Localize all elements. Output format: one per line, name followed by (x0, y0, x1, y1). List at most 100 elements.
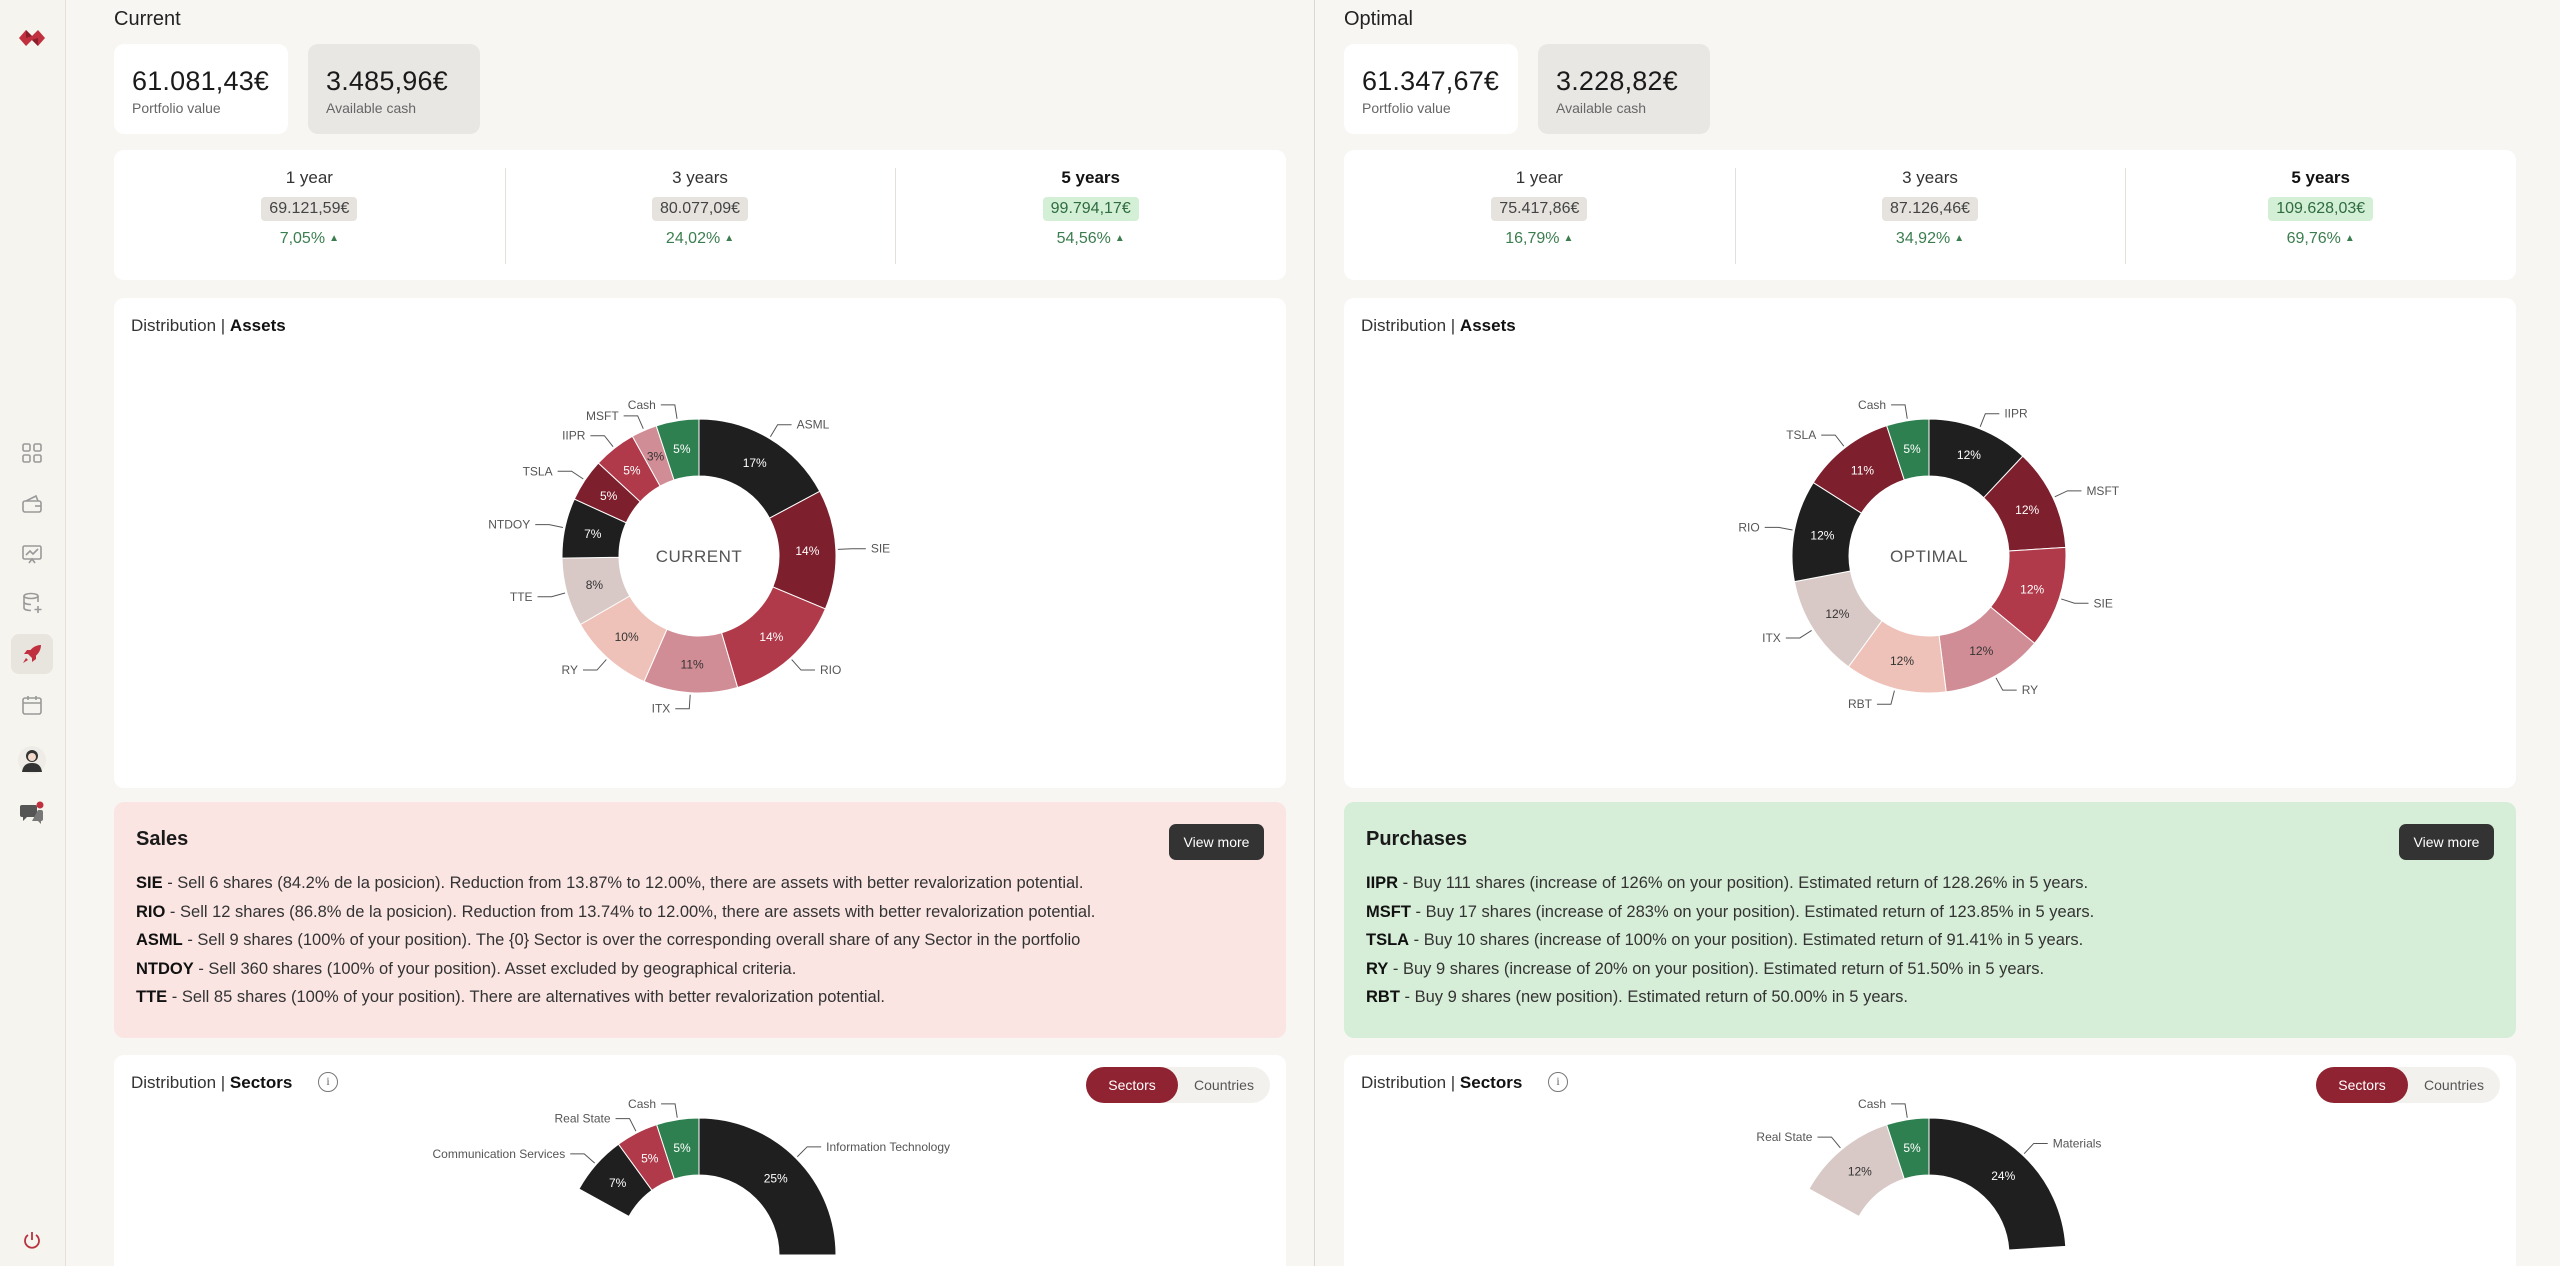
donut-category-label: ITX (1762, 631, 1781, 645)
portfolio-value-card: 61.347,67€ Portfolio value (1344, 44, 1518, 134)
donut-category-label: Cash (1858, 1097, 1886, 1111)
projection-1-year: 1 year 75.417,86€ 16,79% ▲ (1344, 150, 1735, 280)
avatar-icon[interactable] (11, 740, 53, 780)
info-icon[interactable]: i (318, 1072, 338, 1092)
purchases-list: IIPR - Buy 111 shares (increase of 126% … (1366, 869, 2494, 1012)
projection-label: 1 year (1515, 168, 1563, 187)
projection-value: 99.794,17€ (1042, 197, 1139, 221)
leader-line (570, 1153, 596, 1164)
view-more-button[interactable]: View more (2399, 824, 2494, 860)
leader-line (660, 404, 678, 419)
view-more-button[interactable]: View more (1169, 824, 1264, 860)
donut-category-label: RIO (820, 663, 841, 677)
leader-line (615, 1118, 637, 1132)
donut-slice-cash[interactable] (1886, 418, 1930, 481)
leader-line (1785, 630, 1812, 639)
donut-slice-information-technology[interactable] (698, 1117, 837, 1256)
leader-line (557, 470, 584, 480)
donut-value-label: 12% (2015, 503, 2039, 517)
list-item: RY - Buy 9 shares (increase of 20% on yo… (1366, 959, 2045, 978)
leader-line (1995, 677, 2017, 691)
leader-line (582, 659, 607, 671)
donut-category-label: SIE (871, 542, 890, 556)
dashboard-grid-icon[interactable] (11, 433, 53, 473)
list-item: TTE - Sell 85 shares (100% of your posit… (136, 988, 885, 1006)
up-arrow-icon: ▲ (1563, 233, 1574, 244)
sales-list: SIE - Sell 6 shares (84.2% de la posicio… (136, 869, 1264, 1012)
toggle-countries[interactable]: Countries (2424, 1077, 2484, 1093)
leader-line (2023, 1142, 2048, 1155)
toggle-sectors[interactable]: Sectors (2316, 1067, 2408, 1103)
donut-value-label: 12% (1890, 654, 1914, 668)
projection-1-year: 1 year 69.121,59€ 7,05% ▲ (114, 150, 505, 280)
projection-pct: 54,56% ▲ (1056, 230, 1125, 247)
projection-value: 69.121,59€ (261, 197, 358, 221)
donut-category-label: ITX (652, 702, 671, 716)
up-arrow-icon: ▲ (724, 233, 735, 244)
donut-value-label: 25% (764, 1171, 788, 1185)
projection-pct: 34,92% ▲ (1895, 230, 1965, 247)
donut-category-label: Materials (2053, 1136, 2102, 1150)
list-item: IIPR - Buy 111 shares (increase of 126% … (1366, 874, 2089, 892)
sectors-donut-chart: 25% Information Technology 7% Communication… (433, 1097, 950, 1256)
card-title: Distribution | Assets (1361, 316, 1516, 335)
sales-card: Sales View more SIE - Sell 6 shares (84.… (114, 802, 1286, 1038)
wallet-icon[interactable] (11, 484, 53, 524)
donut-value-label: 5% (641, 1151, 659, 1165)
presentation-chart-icon[interactable] (11, 534, 53, 574)
power-icon[interactable] (11, 1220, 53, 1260)
leader-line (623, 415, 644, 429)
donut-category-label: Real State (1756, 1130, 1812, 1144)
donut-category-label: SIE (2094, 596, 2113, 610)
toggle-countries[interactable]: Countries (1194, 1077, 1254, 1093)
donut-value-label: 5% (673, 1141, 691, 1155)
list-item: RBT - Buy 9 shares (new position). Estim… (1366, 988, 1908, 1006)
donut-slice-cash[interactable] (655, 418, 700, 481)
projection-value: 75.417,86€ (1491, 197, 1588, 221)
donut-value-label: 14% (795, 544, 819, 558)
leader-line (675, 694, 691, 710)
donut-category-label: RIO (1738, 520, 1759, 534)
info-icon[interactable]: i (1548, 1072, 1568, 1092)
sectors-distribution-card: Distribution | Sectors i Sectors Countri… (1344, 1055, 2516, 1266)
logo-icon[interactable] (17, 26, 47, 55)
chat-icon[interactable] (11, 793, 53, 833)
leader-line (1876, 690, 1895, 705)
donut-category-label: TTE (510, 590, 533, 604)
leader-line (1821, 434, 1845, 447)
donut-value-label: 7% (584, 527, 602, 541)
card-title: Distribution | Sectors (1361, 1073, 1523, 1092)
donut-value-label: 5% (600, 489, 618, 503)
donut-slice-cash[interactable] (656, 1117, 700, 1180)
leader-line (796, 1146, 822, 1158)
donut-value-label: 12% (1810, 529, 1834, 543)
leader-line (1891, 1103, 1908, 1118)
donut-value-label: 12% (2020, 583, 2044, 597)
portfolio-value-label: Portfolio value (132, 100, 221, 116)
projection-label: 1 year (285, 168, 333, 187)
donut-value-label: 5% (1903, 442, 1921, 456)
donut-category-label: MSFT (586, 409, 619, 423)
projection-value: 80.077,09€ (651, 197, 749, 221)
database-add-icon[interactable] (11, 583, 53, 623)
rocket-icon[interactable] (11, 634, 53, 674)
purchases-title: Purchases (1366, 828, 1468, 850)
projections-card: 1 year 69.121,59€ 7,05% ▲ 3 years 80.077,… (114, 150, 1286, 280)
list-item: RIO - Sell 12 shares (86.8% de la posici… (136, 902, 1096, 921)
up-arrow-icon: ▲ (329, 233, 339, 244)
projection-label: 5 years (1061, 168, 1120, 187)
toggle-sectors[interactable]: Sectors (1086, 1067, 1178, 1103)
projection-label: 5 years (2291, 168, 2350, 187)
column-title: Optimal (1344, 8, 1413, 30)
donut-category-label: RY (2022, 683, 2038, 697)
donut-slice-cash[interactable] (1886, 1117, 1930, 1180)
leader-line (1764, 526, 1793, 531)
donut-category-label: TSLA (523, 464, 553, 478)
calendar-icon[interactable] (11, 685, 53, 725)
donut-slice-materials[interactable] (1928, 1117, 2067, 1251)
assets-distribution-card: Distribution | Assets 17% ASML 14% SIE 14% RI… (114, 298, 1286, 788)
donut-category-label: ASML (797, 418, 830, 432)
projection-pct: 69,76% ▲ (2286, 230, 2355, 247)
sectors-donut-chart: 24% Materials 12% Real State 5% Cash (1756, 1097, 2102, 1251)
projection-value: 109.628,03€ (2268, 197, 2374, 221)
